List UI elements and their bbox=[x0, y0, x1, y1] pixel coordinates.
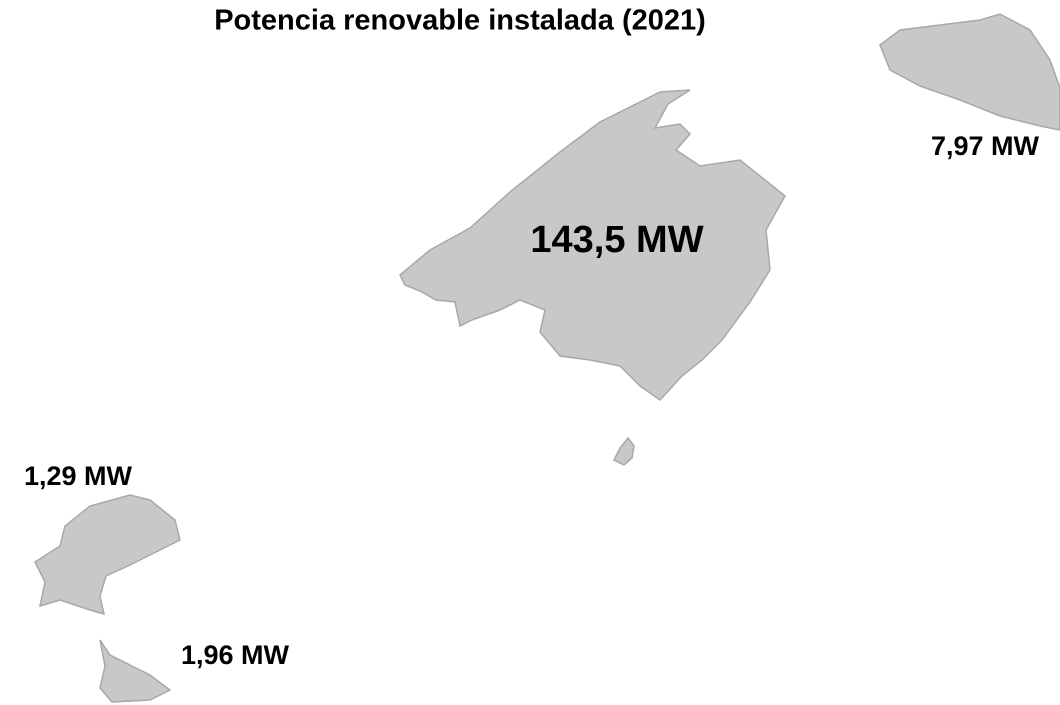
island-cabrera bbox=[612, 436, 635, 466]
island-menorca bbox=[879, 13, 1060, 131]
island-ibiza bbox=[34, 494, 181, 616]
island-mallorca bbox=[399, 89, 786, 401]
map-title: Potencia renovable instalada (2021) bbox=[214, 5, 706, 37]
mallorca-label: 143,5 MW bbox=[530, 219, 703, 261]
island-formentera bbox=[99, 639, 172, 703]
formentera-label: 1,96 MW bbox=[181, 640, 290, 670]
menorca-label: 7,97 MW bbox=[931, 131, 1040, 161]
ibiza-label: 1,29 MW bbox=[24, 461, 133, 491]
